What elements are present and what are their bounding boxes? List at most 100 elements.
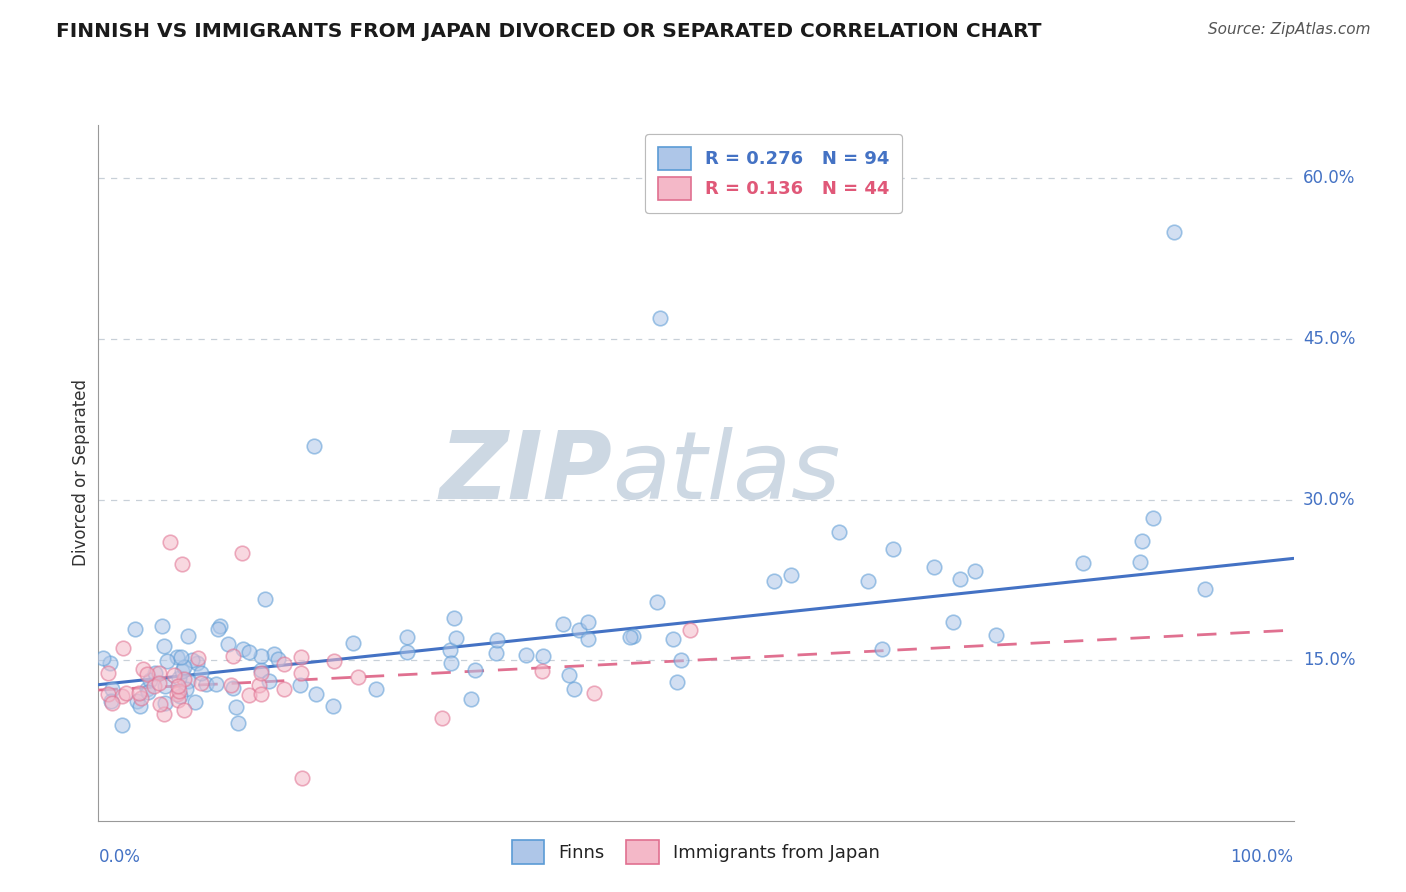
Point bbox=[621, 629, 644, 643]
Point bbox=[139, 673, 162, 687]
Point bbox=[129, 691, 152, 706]
Point bbox=[91, 651, 114, 665]
Point bbox=[209, 619, 232, 633]
Point bbox=[432, 710, 454, 724]
Text: Source: ZipAtlas.com: Source: ZipAtlas.com bbox=[1208, 22, 1371, 37]
Point bbox=[153, 706, 176, 721]
Point bbox=[963, 564, 986, 578]
Point bbox=[305, 687, 328, 701]
Point bbox=[395, 630, 418, 644]
Point bbox=[553, 617, 575, 632]
Point bbox=[671, 653, 693, 667]
Text: 0.0%: 0.0% bbox=[98, 848, 141, 866]
Point bbox=[222, 648, 245, 663]
Point bbox=[217, 637, 239, 651]
Point bbox=[177, 674, 200, 689]
Point bbox=[169, 684, 191, 698]
Point bbox=[143, 666, 166, 681]
Point bbox=[679, 624, 702, 638]
Point bbox=[440, 656, 463, 670]
Point bbox=[1132, 534, 1154, 549]
Text: 60.0%: 60.0% bbox=[1303, 169, 1355, 187]
Point bbox=[131, 662, 153, 676]
Point bbox=[250, 648, 273, 663]
Point bbox=[263, 647, 285, 661]
Point bbox=[576, 615, 599, 629]
Point bbox=[666, 675, 689, 690]
Point bbox=[124, 623, 146, 637]
Point bbox=[288, 678, 311, 692]
Point bbox=[1142, 510, 1164, 524]
Point bbox=[395, 645, 418, 659]
Point bbox=[267, 652, 290, 666]
Text: 15.0%: 15.0% bbox=[1303, 651, 1355, 669]
Point bbox=[238, 688, 260, 702]
Point bbox=[342, 636, 364, 650]
Point bbox=[485, 647, 508, 661]
Point bbox=[231, 642, 253, 657]
Point bbox=[290, 650, 312, 665]
Point bbox=[150, 618, 173, 632]
Point bbox=[219, 677, 242, 691]
Point bbox=[176, 682, 198, 697]
Point bbox=[984, 628, 1007, 642]
Point bbox=[858, 574, 880, 588]
Point bbox=[110, 689, 132, 703]
Point bbox=[101, 696, 124, 710]
Point bbox=[148, 666, 170, 681]
Point bbox=[576, 632, 599, 646]
Point bbox=[97, 687, 120, 701]
Point bbox=[250, 687, 273, 701]
Point bbox=[645, 595, 668, 609]
Point bbox=[128, 699, 150, 714]
Point bbox=[190, 666, 212, 681]
Point bbox=[149, 698, 172, 712]
Point bbox=[177, 629, 200, 643]
Point bbox=[780, 568, 803, 582]
Point bbox=[162, 668, 184, 682]
Point bbox=[515, 648, 537, 663]
Point bbox=[828, 524, 851, 539]
Point bbox=[142, 679, 165, 693]
Point bbox=[172, 664, 194, 678]
Point bbox=[364, 681, 387, 696]
Point bbox=[567, 623, 589, 637]
Point bbox=[181, 653, 204, 667]
Point bbox=[531, 649, 554, 664]
Y-axis label: Divorced or Separated: Divorced or Separated bbox=[72, 379, 90, 566]
Point bbox=[173, 703, 195, 717]
Point bbox=[763, 574, 786, 588]
Point bbox=[115, 686, 138, 700]
Point bbox=[322, 654, 344, 668]
Point bbox=[136, 685, 159, 699]
Text: 30.0%: 30.0% bbox=[1303, 491, 1355, 508]
Point bbox=[1129, 555, 1152, 569]
Point bbox=[169, 689, 191, 703]
Point bbox=[207, 622, 229, 636]
Point bbox=[648, 310, 672, 325]
Point bbox=[942, 615, 965, 630]
Point bbox=[222, 681, 245, 695]
Point bbox=[205, 677, 228, 691]
Point bbox=[273, 657, 295, 671]
Point bbox=[187, 651, 209, 665]
Point bbox=[922, 560, 945, 574]
Point bbox=[346, 670, 368, 684]
Point bbox=[128, 686, 150, 700]
Point bbox=[170, 649, 193, 664]
Text: 100.0%: 100.0% bbox=[1230, 848, 1294, 866]
Point bbox=[247, 678, 270, 692]
Point bbox=[870, 641, 893, 656]
Point bbox=[153, 639, 176, 653]
Point bbox=[1163, 225, 1185, 239]
Point bbox=[97, 666, 120, 681]
Point bbox=[153, 679, 176, 693]
Point bbox=[662, 632, 685, 647]
Point bbox=[159, 535, 181, 549]
Point bbox=[1194, 582, 1216, 596]
Point bbox=[485, 632, 508, 647]
Point bbox=[153, 696, 176, 710]
Point bbox=[156, 654, 179, 668]
Point bbox=[231, 546, 253, 560]
Point bbox=[443, 611, 465, 625]
